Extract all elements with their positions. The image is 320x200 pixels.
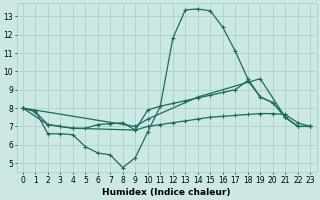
- X-axis label: Humidex (Indice chaleur): Humidex (Indice chaleur): [102, 188, 231, 197]
